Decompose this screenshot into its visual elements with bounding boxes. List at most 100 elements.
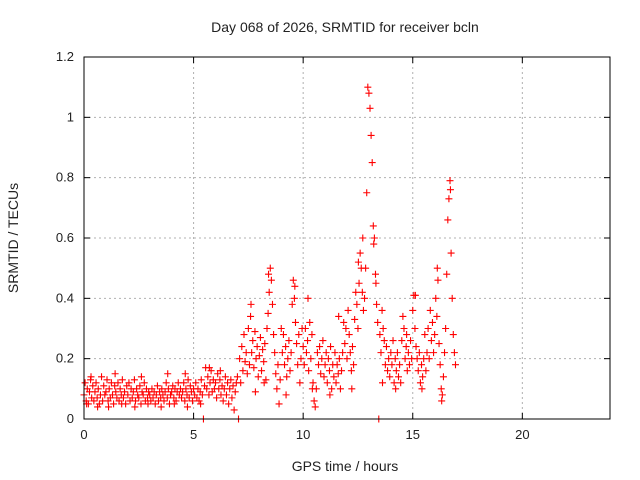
x-tick-label: 0 <box>80 427 87 442</box>
data-point <box>229 382 237 390</box>
data-point <box>445 195 453 203</box>
data-point <box>392 385 400 393</box>
data-point <box>384 367 392 375</box>
data-point <box>411 325 419 332</box>
data-point <box>342 325 350 332</box>
data-point <box>172 397 180 405</box>
data-point <box>403 331 411 339</box>
data-point <box>203 385 211 393</box>
data-point <box>289 276 297 284</box>
data-point <box>393 349 401 357</box>
data-point <box>253 343 261 351</box>
data-point <box>370 240 378 248</box>
data-point <box>341 340 349 348</box>
data-point <box>293 340 301 348</box>
data-point <box>283 373 291 381</box>
data-point <box>444 216 452 224</box>
data-point <box>133 385 141 393</box>
data-point <box>216 376 224 384</box>
data-point <box>282 343 290 351</box>
data-point <box>346 349 354 357</box>
data-point <box>157 403 165 411</box>
data-point <box>401 355 409 363</box>
data-point <box>227 376 235 384</box>
data-point <box>112 388 120 396</box>
data-point <box>290 294 298 302</box>
data-point <box>256 334 264 342</box>
data-point <box>107 379 115 387</box>
data-point <box>418 361 426 369</box>
data-point <box>92 379 100 387</box>
data-point <box>405 361 413 369</box>
data-point <box>265 270 273 278</box>
data-point <box>321 361 329 369</box>
data-point <box>294 361 302 369</box>
data-point <box>207 367 215 375</box>
data-point <box>252 355 260 363</box>
data-point <box>180 379 188 387</box>
data-point <box>160 397 168 405</box>
data-point <box>251 388 259 396</box>
data-point <box>379 325 387 332</box>
data-point <box>116 385 124 393</box>
data-point <box>284 355 292 363</box>
data-point <box>433 264 441 272</box>
data-point <box>247 312 255 320</box>
data-point <box>447 249 455 257</box>
data-point <box>103 376 111 384</box>
data-point <box>348 385 356 393</box>
data-point <box>448 294 456 302</box>
data-point <box>347 367 355 375</box>
data-point <box>320 373 328 381</box>
data-point <box>239 367 247 375</box>
data-point <box>94 385 102 393</box>
data-point <box>330 373 338 381</box>
data-point <box>251 328 259 336</box>
data-point <box>336 385 344 393</box>
data-point <box>236 355 244 363</box>
data-point <box>309 379 317 387</box>
data-point <box>418 385 426 393</box>
data-point <box>285 337 293 345</box>
data-point <box>249 337 257 345</box>
data-point <box>382 343 390 351</box>
data-point <box>233 373 241 381</box>
data-point <box>340 318 348 326</box>
data-point <box>238 343 246 351</box>
data-point <box>451 361 459 369</box>
data-point <box>390 379 398 387</box>
data-point <box>216 367 224 375</box>
data-point <box>282 391 290 399</box>
data-point <box>400 325 408 332</box>
data-point <box>138 388 146 396</box>
y-tick-label: 0.4 <box>56 290 74 305</box>
data-point <box>438 397 446 405</box>
data-point <box>197 400 205 408</box>
data-point <box>212 379 219 387</box>
data-point <box>407 337 415 345</box>
data-point <box>94 403 102 411</box>
data-point <box>254 373 262 381</box>
data-point <box>358 288 366 296</box>
data-point <box>186 382 194 390</box>
data-point <box>243 370 251 378</box>
data-point <box>332 379 340 387</box>
data-point <box>317 370 325 378</box>
data-point <box>178 394 186 402</box>
data-point <box>313 349 321 357</box>
data-point <box>247 300 255 308</box>
data-point <box>300 361 308 369</box>
data-point <box>131 403 139 411</box>
chart-title: Day 068 of 2026, SRMTID for receiver bcl… <box>211 19 479 35</box>
data-point <box>125 379 133 387</box>
data-point <box>263 325 271 332</box>
y-axis-title: SRMTID / TECUs <box>5 183 21 293</box>
data-point <box>399 312 407 320</box>
data-point <box>307 355 315 363</box>
data-point <box>438 391 446 399</box>
data-point <box>139 391 147 399</box>
data-point <box>412 343 420 351</box>
data-point <box>114 379 122 387</box>
data-point <box>334 370 342 378</box>
